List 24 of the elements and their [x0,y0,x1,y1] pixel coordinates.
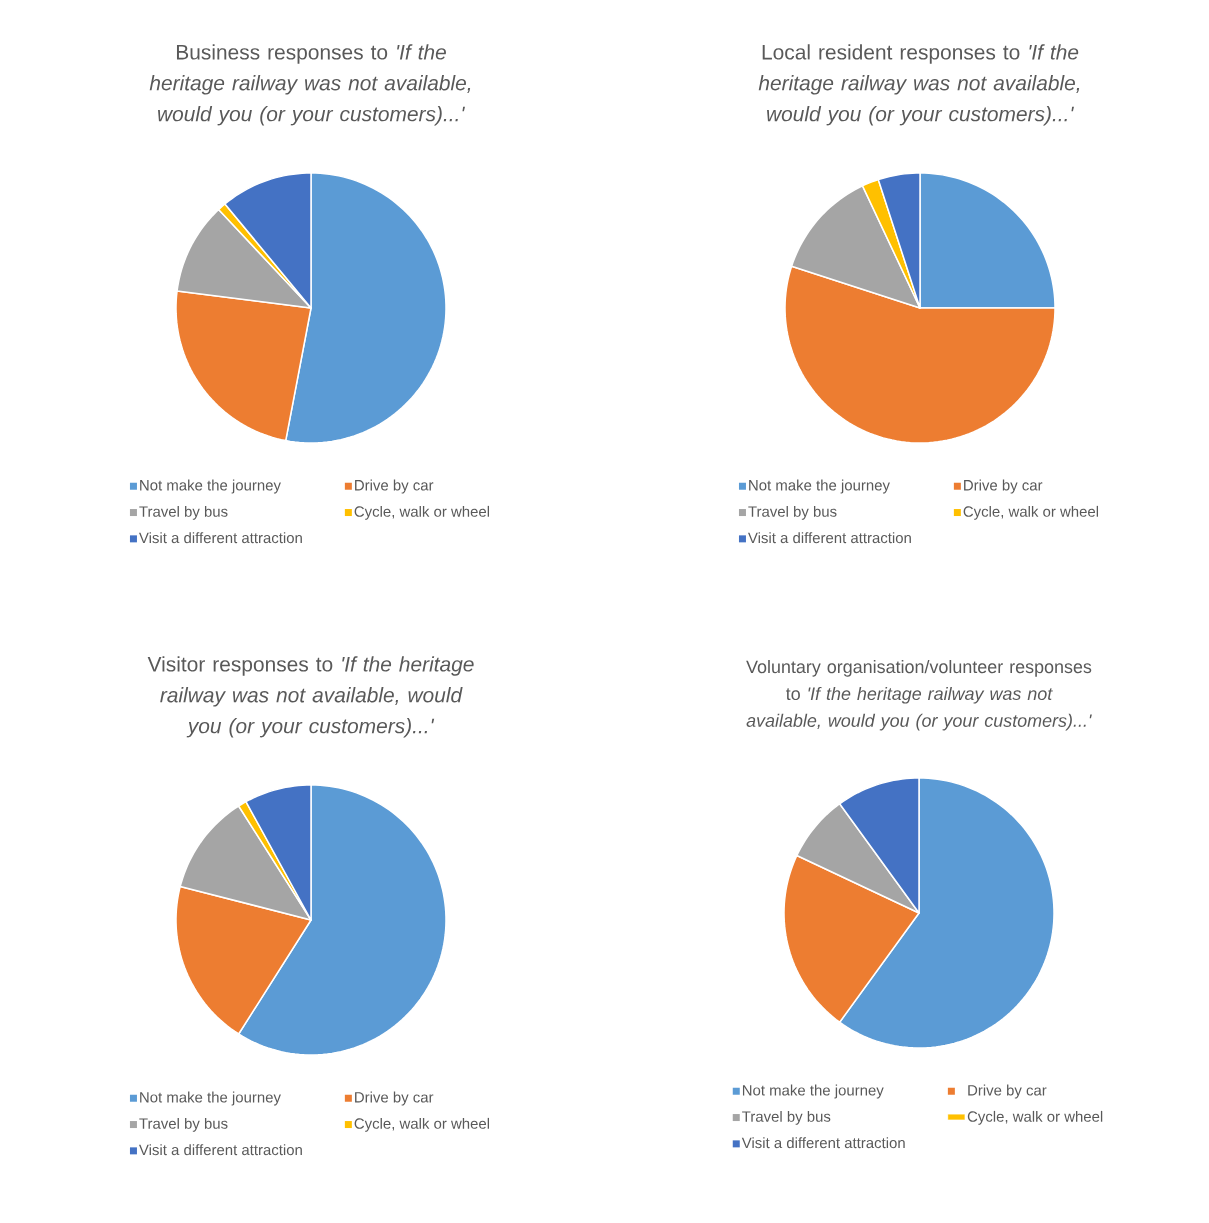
legend-label: Not make the journey [140,1091,281,1106]
legend-label: Visit a different attraction [139,1144,302,1156]
chart-title: Business responses to 'If the heritage railway was not available, would you (or your customers)...' [149,44,471,126]
legend-label: Travel by bus [139,1117,228,1132]
legend-label: Visit a different attraction [139,532,302,544]
legend-label: Drive by car [355,479,434,494]
legend-label: Cycle, walk or wheel [963,505,1099,520]
chart-title: Voluntary organisation/volunteer responses to 'If the heritage railway was not available, would you (or your customers)...' [746,659,1092,731]
legend-label: Travel by bus [742,1110,831,1125]
legend-label: Drive by car [355,1091,434,1106]
legend-label: Not make the journey [140,479,281,494]
legend-label: Drive by car [968,1084,1047,1099]
legend-label: Travel by bus [748,505,837,520]
legend-label: Cycle, walk or wheel [354,505,490,520]
legend-label: Cycle, walk or wheel [967,1110,1103,1125]
legend-label: Cycle, walk or wheel [354,1117,490,1132]
chart-title: Visitor responses to 'If the heritage railway was not available, would you (or your customers)...' [147,656,474,738]
legend-label: Visit a different attraction [741,1137,905,1149]
legend-label: Travel by bus [139,505,228,520]
legend-label: Not make the journey [749,479,890,494]
chart-title: Local resident responses to 'If the heritage railway was not available, would you (or your customers)...' [758,44,1080,126]
legend-label: Drive by car [964,479,1043,494]
legend-label: Not make the journey [742,1084,884,1099]
legend-label: Visit a different attraction [748,532,911,544]
